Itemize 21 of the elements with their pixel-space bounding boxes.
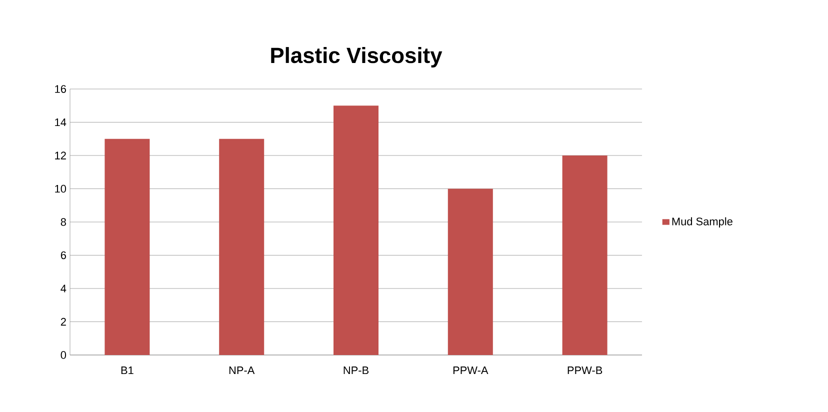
x-tick-label: PPW-B [568, 366, 602, 374]
y-tick-label: 4 [60, 284, 66, 292]
y-tick-label: 2 [60, 318, 66, 326]
x-tick-label: NP-B [344, 366, 369, 374]
bar [104, 138, 150, 355]
chart-title: Plastic Viscosity [271, 47, 442, 68]
y-tick-label: 6 [60, 251, 66, 260]
y-tick-label: 8 [60, 218, 66, 226]
bar [562, 155, 608, 355]
bar [448, 188, 493, 355]
bar [334, 106, 379, 355]
y-tick-label: 10 [55, 184, 66, 193]
x-tick-label: PPW-A [453, 366, 488, 374]
bar [219, 138, 264, 355]
x-tick-label: B1 [121, 366, 134, 374]
x-tick-label: NP-A [229, 366, 255, 374]
y-tick-label: 12 [55, 152, 66, 160]
y-tick-label: 0 [60, 351, 66, 359]
y-tick-label: 14 [55, 118, 66, 126]
legend-label: Mud Sample [672, 217, 732, 228]
y-tick-label: 16 [55, 85, 66, 93]
